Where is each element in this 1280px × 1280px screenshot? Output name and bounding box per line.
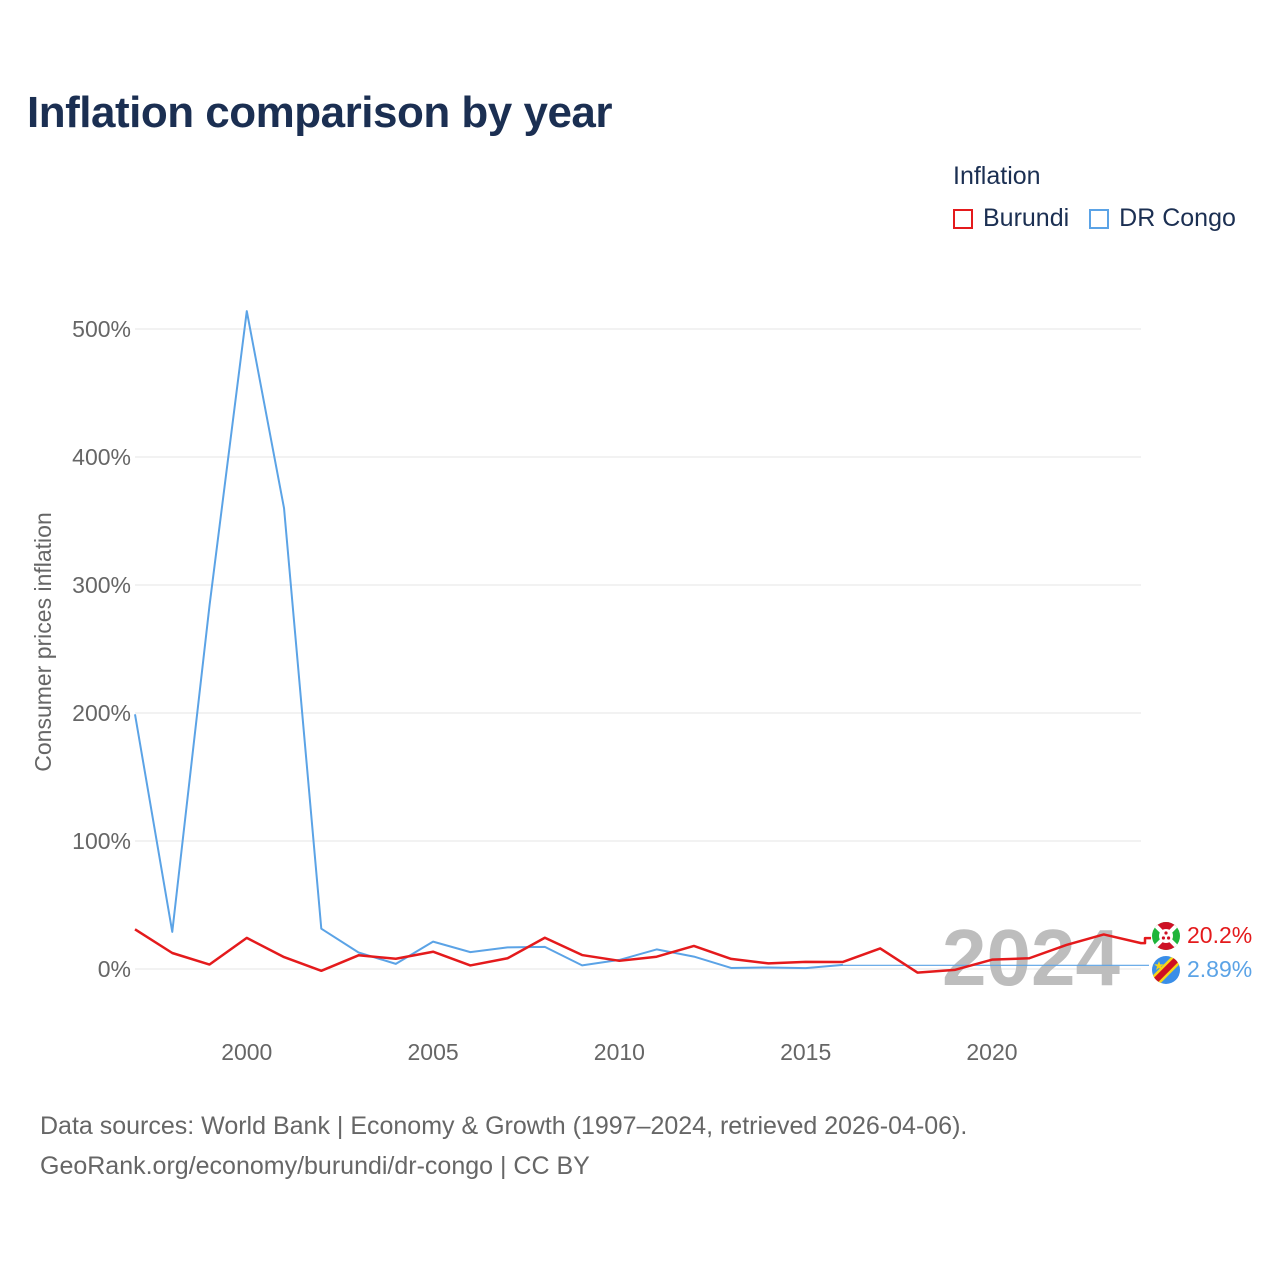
legend-label-drcongo: DR Congo xyxy=(1119,204,1236,232)
series-line-burundi[interactable] xyxy=(134,928,1151,974)
x-tick-label: 2015 xyxy=(780,1039,831,1065)
x-tick-label: 2000 xyxy=(221,1039,272,1065)
chart-title: Inflation comparison by year xyxy=(27,88,613,137)
x-tick-label: 2010 xyxy=(594,1039,645,1065)
y-tick-label: 400% xyxy=(72,444,131,470)
y-tick-label: 500% xyxy=(72,316,131,342)
x-tick-label: 2020 xyxy=(966,1039,1017,1065)
legend-item-burundi[interactable]: Burundi xyxy=(953,204,1069,233)
burundi-flag-icon xyxy=(1152,922,1180,950)
gridlines xyxy=(135,328,1141,970)
end-label-burundi: 20.2% xyxy=(1187,922,1252,948)
legend-item-drcongo[interactable]: DR Congo xyxy=(1089,204,1236,233)
footer-link[interactable]: GeoRank.org/economy/burundi/dr-congo | C… xyxy=(40,1152,590,1180)
y-tick-label: 300% xyxy=(72,572,131,598)
y-axis-label: Consumer prices inflation xyxy=(30,512,56,772)
y-tick-label: 200% xyxy=(72,700,131,726)
drcongo-flag-icon xyxy=(1152,956,1180,984)
series-lines xyxy=(134,310,1151,974)
footer-sources: Data sources: World Bank | Economy & Gro… xyxy=(40,1112,968,1140)
y-tick-label: 0% xyxy=(98,956,131,982)
series-line-drcongo[interactable] xyxy=(134,310,844,970)
x-axis-ticks: 2000 2005 2010 2015 2020 xyxy=(221,1039,1017,1065)
footer: Data sources: World Bank | Economy & Gro… xyxy=(40,1106,967,1186)
y-axis-ticks: 0% 100% 200% 300% 400% 500% xyxy=(72,316,131,982)
x-tick-label: 2005 xyxy=(407,1039,458,1065)
legend-swatch-drcongo xyxy=(1089,208,1110,229)
end-label-drcongo: 2.89% xyxy=(1187,956,1252,982)
y-tick-label: 100% xyxy=(72,828,131,854)
legend-label-burundi: Burundi xyxy=(983,204,1070,232)
legend-swatch-burundi xyxy=(953,208,973,229)
legend: Burundi DR Congo xyxy=(953,204,1256,233)
legend-title: Inflation xyxy=(953,162,1041,190)
